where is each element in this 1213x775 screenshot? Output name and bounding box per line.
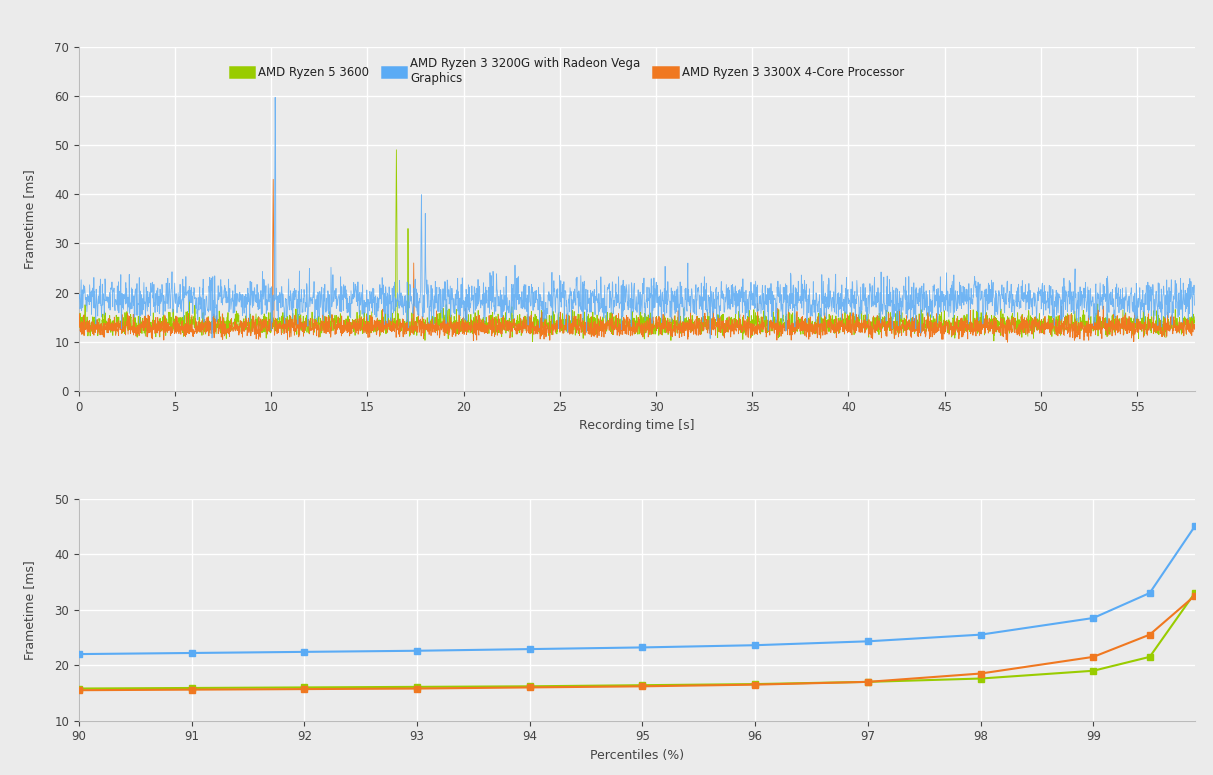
X-axis label: Recording time [s]: Recording time [s] xyxy=(579,419,695,432)
Y-axis label: Frametime [ms]: Frametime [ms] xyxy=(23,560,36,660)
Legend: AMD Ryzen 5 3600, AMD Ryzen 3 3200G with Radeon Vega
Graphics, AMD Ryzen 3 3300X: AMD Ryzen 5 3600, AMD Ryzen 3 3200G with… xyxy=(229,53,909,90)
X-axis label: Percentiles (%): Percentiles (%) xyxy=(590,749,684,762)
Y-axis label: Frametime [ms]: Frametime [ms] xyxy=(23,169,36,269)
